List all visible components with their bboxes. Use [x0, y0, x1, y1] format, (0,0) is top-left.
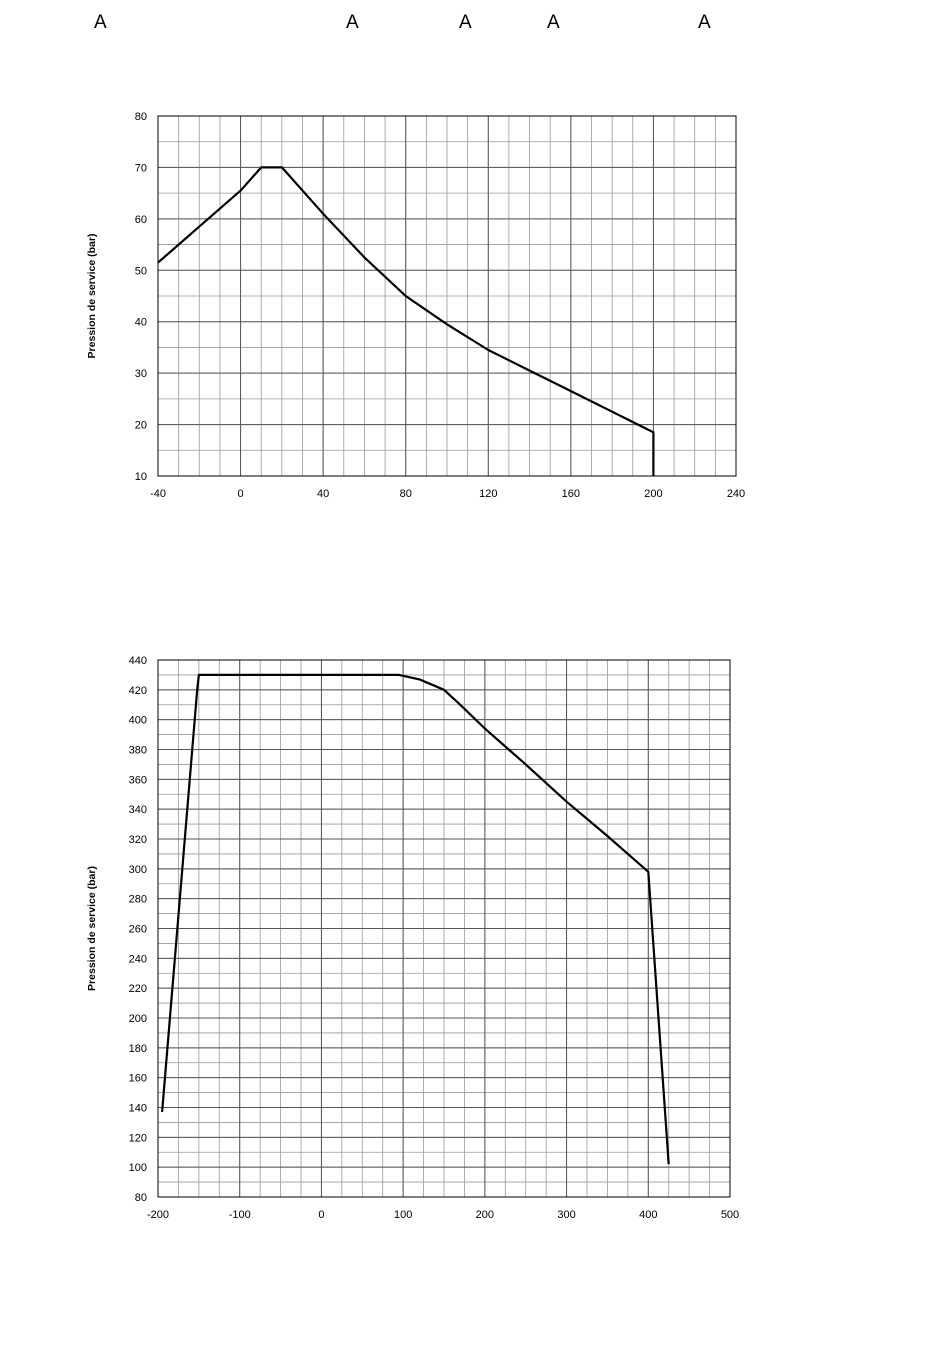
y-tick-label: 80	[135, 111, 147, 123]
y-tick-label: 360	[129, 774, 147, 786]
x-tick-label: -200	[147, 1209, 169, 1221]
y-tick-label: 260	[129, 924, 147, 936]
y-tick-label: 240	[129, 953, 147, 965]
y-tick-label: 30	[135, 368, 147, 380]
y-tick-label: 70	[135, 162, 147, 174]
y-axis-label: Pression de service (bar)	[86, 234, 98, 359]
temperature-pressure-chart-1: -40 0 40 80 120 160 200 240 10 20 30 40 50 60 70 80 Pres…	[86, 111, 745, 500]
y-tick-label: 40	[135, 317, 147, 329]
x-tick-label: 40	[317, 488, 329, 500]
x-tick-label: 120	[479, 488, 497, 500]
y-tick-label: 280	[129, 894, 147, 906]
y-tick-label: 120	[129, 1132, 147, 1144]
y-tick-label: 400	[129, 715, 147, 727]
x-tick-label: 80	[400, 488, 412, 500]
y-tick-label: 50	[135, 265, 147, 277]
y-tick-label: 60	[135, 214, 147, 226]
y-tick-label: 340	[129, 804, 147, 816]
header-letter: A	[459, 12, 472, 33]
x-tick-label: -100	[229, 1209, 251, 1221]
x-tick-label: 200	[644, 488, 662, 500]
y-tick-label: 320	[129, 834, 147, 846]
x-tick-label: 300	[557, 1209, 575, 1221]
x-tick-label: 500	[721, 1209, 739, 1221]
x-tick-label: 240	[727, 488, 745, 500]
series-line	[157, 166, 655, 476]
y-tick-label: 420	[129, 685, 147, 697]
x-tick-label: 100	[394, 1209, 412, 1221]
header-letter: A	[698, 12, 711, 33]
y-tick-label: 380	[129, 745, 147, 757]
y-tick-label: 220	[129, 983, 147, 995]
y-tick-label: 440	[129, 655, 147, 667]
y-axis-label: Pression de service (bar)	[86, 866, 98, 991]
header-letter: A	[547, 12, 560, 33]
series-line	[161, 673, 670, 1165]
x-tick-label: -40	[150, 488, 166, 500]
y-tick-label: 160	[129, 1073, 147, 1085]
y-tick-label: 100	[129, 1162, 147, 1174]
x-tick-label: 200	[476, 1209, 494, 1221]
plot-frame	[157, 659, 731, 1198]
header-letter: A	[94, 12, 107, 33]
x-tick-label: 0	[318, 1209, 324, 1221]
x-tick-label: 0	[238, 488, 244, 500]
y-tick-label: 140	[129, 1103, 147, 1115]
plot-frame	[157, 115, 737, 477]
y-tick-label: 200	[129, 1013, 147, 1025]
y-tick-label: 20	[135, 420, 147, 432]
y-tick-label: 10	[135, 471, 147, 483]
y-tick-label: 300	[129, 864, 147, 876]
y-tick-label: 180	[129, 1043, 147, 1055]
y-tick-label: 80	[135, 1192, 147, 1204]
header-letter: A	[346, 12, 359, 33]
x-tick-label: 400	[639, 1209, 657, 1221]
x-tick-label: 160	[562, 488, 580, 500]
